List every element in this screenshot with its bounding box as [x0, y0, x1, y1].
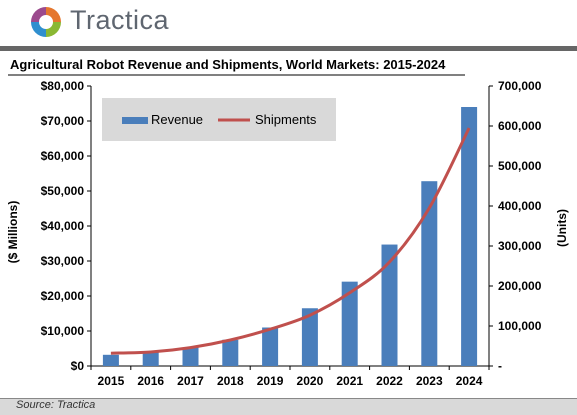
x-tick-label: 2021 [336, 374, 363, 388]
revenue-shipments-chart: Agricultural Robot Revenue and Shipments… [0, 52, 577, 396]
revenue-bar [262, 328, 278, 367]
y-right-tick-label: 700,000 [498, 79, 542, 93]
y-left-tick-label: $0 [71, 359, 85, 373]
y-left-tick-label: $80,000 [41, 79, 85, 93]
tractica-logo-mark-icon [31, 7, 61, 37]
legend-revenue-label: Revenue [151, 112, 203, 127]
y-right-tick-label: 500,000 [498, 159, 542, 173]
x-tick-label: 2016 [137, 374, 164, 388]
y-axis-right-label: (Units) [555, 209, 569, 247]
y-right-tick-label: 100,000 [498, 319, 542, 333]
y-right-tick-label: 300,000 [498, 239, 542, 253]
x-tick-label: 2022 [376, 374, 403, 388]
y-left-tick-label: $70,000 [41, 114, 85, 128]
y-left-tick-label: $10,000 [41, 324, 85, 338]
y-right-tick-label: 400,000 [498, 199, 542, 213]
x-tick-label: 2023 [416, 374, 443, 388]
x-tick-label: 2015 [98, 374, 125, 388]
source-note: Source: Tractica [16, 399, 95, 411]
x-tick-label: 2017 [177, 374, 204, 388]
y-axis-left-label: ($ Millions) [6, 201, 20, 264]
header-divider [0, 46, 577, 51]
revenue-bar [222, 340, 238, 366]
chart-title: Agricultural Robot Revenue and Shipments… [10, 57, 446, 72]
y-right-tick-label: 600,000 [498, 119, 542, 133]
revenue-bar [183, 347, 199, 366]
y-left-tick-label: $30,000 [41, 254, 85, 268]
x-tick-label: 2020 [297, 374, 324, 388]
legend-revenue-swatch [122, 117, 148, 124]
x-tick-label: 2018 [217, 374, 244, 388]
revenue-bar [143, 352, 159, 366]
revenue-bar [103, 355, 119, 366]
shipments-series-line [111, 128, 469, 353]
source-bar: Source: Tractica [0, 398, 577, 415]
y-left-tick-label: $50,000 [41, 184, 85, 198]
x-tick-label: 2024 [456, 374, 483, 388]
legend-shipments-label: Shipments [255, 112, 317, 127]
y-left-tick-label: $20,000 [41, 289, 85, 303]
brand-name: Tractica [70, 5, 169, 36]
y-right-tick-label: - [498, 359, 502, 373]
chart-legend: Revenue Shipments [102, 98, 336, 141]
y-left-tick-label: $60,000 [41, 149, 85, 163]
revenue-bar [461, 107, 477, 366]
x-tick-label: 2019 [257, 374, 284, 388]
y-left-tick-label: $40,000 [41, 219, 85, 233]
y-right-tick-label: 200,000 [498, 279, 542, 293]
